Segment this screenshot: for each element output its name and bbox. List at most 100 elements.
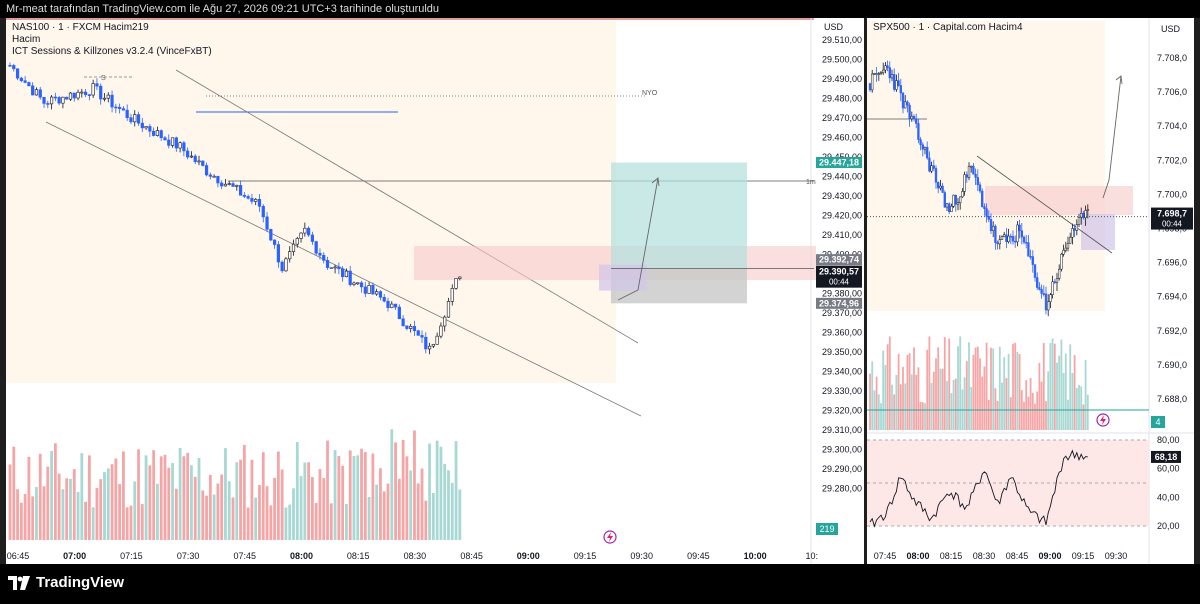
nas100-volume-label[interactable]: Hacim [12,34,41,45]
spx500-volume-bar [882,350,885,430]
nas100-volume-bar [424,500,428,540]
spx500-candle [987,216,990,220]
spx500-candle [908,104,911,120]
spx500-volume-bar [908,353,911,430]
spx500-candle [1018,224,1021,231]
spx500-volume-bar [976,346,979,430]
nas100-candle [8,65,12,67]
nas100-chart-panel[interactable]: USD 29.510,00 29.500,00 29.490,00 29.480,00 2… [6,18,864,564]
nas100-candle [106,94,110,99]
nas100-volume-bar [295,442,299,540]
nas100-volume-bar [269,505,273,540]
spx500-candle [1086,209,1089,211]
nas100-candle [140,122,144,129]
nas100-volume-bar [103,472,106,540]
nas100-volume-bar [208,474,212,540]
spx500-volume-bar [994,388,997,430]
spx500-volume-bar [941,368,944,430]
spx500-candle [1040,289,1043,294]
nas100-volume-bar [420,468,424,540]
spx500-volume-bar [910,374,913,430]
spx500-volume-bar [926,349,929,430]
spx500-volume-bar [891,384,893,430]
spx500-volume-bar [981,376,984,430]
nas100-volume-bar [23,494,27,540]
spx500-candle [1075,224,1078,231]
spx500-candle [941,185,944,193]
spx500-volume-bar [963,377,966,430]
nas100-volume-bar [276,451,280,540]
spx500-volume-bar [1067,399,1069,430]
nas100-volume-bar [292,488,295,540]
nas100-candle [439,325,443,337]
spx500-volume-bar [1073,355,1076,430]
nas100-volume-bar [345,503,348,540]
spx500-projection-arrow [1102,75,1122,199]
nas100-volume-bar [87,455,91,540]
spx500-purple-zone [1081,214,1115,250]
spx500-candle [959,196,962,204]
spx500-volume-bar [1025,380,1028,430]
nas100-chart-canvas[interactable]: USD 29.510,00 29.500,00 29.490,00 29.480,00 2… [6,18,864,564]
nas100-candle [352,282,356,285]
spx500-candle [875,73,878,75]
nas100-y-tick: 29.320,00 [822,406,862,416]
spx500-x-tick: 08:15 [940,551,963,561]
nas100-volume-bar [31,496,35,540]
spx500-chart-canvas[interactable]: USD 7.708,0 7.706,0 7.704,0 7.702,0 7.700,0 7.… [867,18,1194,564]
spx500-legend: SPX500 · 1 · Capital.com Hacim4 [873,22,1023,34]
spx500-volume-bar [1016,351,1019,430]
nas100-volume-bar [156,483,159,540]
nas100-x-tick: 09:00 [517,551,540,561]
nas100-candle [19,77,23,81]
spx500-candle [910,116,913,120]
spx500-candle [970,165,973,168]
nas100-candle [269,229,273,241]
nas100-target-tag: 29.447,18 [819,157,859,167]
spx500-candle [934,168,938,183]
spx500-volume-bar [983,366,986,430]
spx500-volume-bar [1003,357,1006,430]
spx500-candle [915,118,918,124]
spx500-symbol-label[interactable]: SPX500 · 1 · Capital.com Hacim4 [873,22,1023,33]
nas100-candle [152,130,156,136]
nas100-volume-bar [379,468,382,540]
nas100-x-tick: 09:45 [687,551,710,561]
nas100-volume-bar [76,492,80,540]
nas100-volume-bar [439,446,443,540]
nas100-volume-bar [341,465,345,540]
nas100-candle [46,103,50,105]
nas100-volume-bar [337,456,341,540]
nas100-candle [133,114,137,123]
nas100-volume-bar [50,450,53,540]
spx500-volume-bar [1012,343,1014,430]
nas100-symbol-label[interactable]: NAS100 · 1 · FXCM Hacim219 [12,22,149,33]
spx500-candle [871,73,874,91]
nas100-volume-bar [311,477,314,540]
nas100-volume-bar [239,459,242,540]
nas100-indicator-label[interactable]: ICT Sessions & Killzones v3.2.4 (VinceFx… [12,46,212,57]
nas100-x-tick: 08:00 [290,551,313,561]
nas100-candle [61,96,65,104]
nas100-volume-bar [348,450,352,540]
nas100-candle [416,330,420,336]
spx500-volume-bar [979,358,981,430]
nas100-volume-bar [35,487,38,540]
nas100-candle [235,185,239,187]
spx500-x-tick: 07:45 [874,551,897,561]
spx500-volume-bar [1009,397,1012,430]
nas100-volume-bar [144,455,148,540]
nas100-target-zone [611,162,747,269]
nas100-volume-bar [163,454,167,540]
spx500-volume-bar [957,346,959,430]
spx500-y-tick: 7.704,0 [1157,121,1187,131]
nas100-candle [68,92,73,100]
nas100-volume-bar [137,449,140,540]
spx500-volume-tag-bg [1151,416,1165,428]
spx500-volume-bar [974,347,977,430]
nas100-y-tick: 29.300,00 [822,445,862,455]
nas100-candle [15,68,20,79]
nas100-volume-bar [53,443,57,540]
spx500-chart-panel[interactable]: USD 7.708,0 7.706,0 7.704,0 7.702,0 7.700,0 7.… [867,18,1194,564]
nas100-candle [424,336,428,350]
